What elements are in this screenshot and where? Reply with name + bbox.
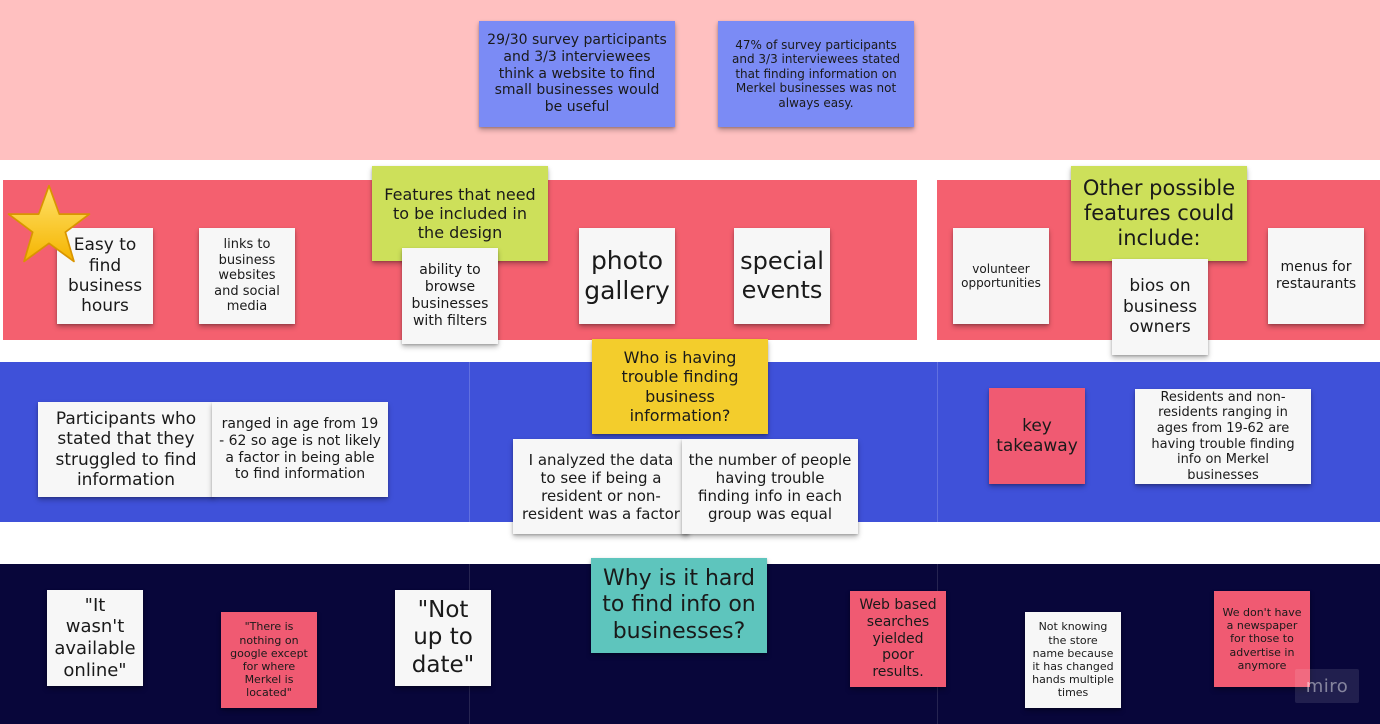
miro-logo: miro bbox=[1295, 669, 1359, 703]
features-header-note[interactable]: Features that need to be included in the… bbox=[372, 166, 548, 261]
sticky-note-bios[interactable]: bios on business owners bbox=[1112, 259, 1208, 355]
sticky-note-photo-gallery[interactable]: photo gallery bbox=[579, 228, 675, 324]
trouble-band-divider-right bbox=[937, 362, 938, 522]
sticky-note-not-up-to-date[interactable]: "Not up to date" bbox=[395, 590, 491, 686]
sticky-note-participants[interactable]: Participants who stated that they strugg… bbox=[38, 402, 214, 497]
sticky-note-analyzed[interactable]: I analyzed the data to see if being a re… bbox=[513, 439, 689, 534]
sticky-note-not-online[interactable]: "It wasn't available online" bbox=[47, 590, 143, 686]
sticky-note-special-events[interactable]: special events bbox=[734, 228, 830, 324]
other-features-header-note[interactable]: Other possible features could include: bbox=[1071, 166, 1247, 261]
sticky-note-not-easy[interactable]: 47% of survey participants and 3/3 inter… bbox=[718, 21, 914, 127]
sticky-note-menus[interactable]: menus for restaurants bbox=[1268, 228, 1364, 324]
sticky-note-key-takeaway[interactable]: key takeaway bbox=[989, 388, 1085, 484]
sticky-note-business-hours[interactable]: Easy to find business hours bbox=[57, 228, 153, 324]
sticky-note-takeaway[interactable]: Residents and non-residents ranging in a… bbox=[1135, 389, 1311, 484]
star-icon bbox=[7, 184, 91, 263]
sticky-note-web-searches[interactable]: Web based searches yielded poor results. bbox=[850, 591, 946, 687]
why-header-note[interactable]: Why is it hard to find info on businesse… bbox=[591, 558, 767, 653]
sticky-note-useful[interactable]: 29/30 survey participants and 3/3 interv… bbox=[479, 21, 675, 127]
trouble-band-divider-left bbox=[469, 362, 470, 522]
sticky-note-volunteer[interactable]: volunteer opportunities bbox=[953, 228, 1049, 324]
sticky-note-links[interactable]: links to business websites and social me… bbox=[199, 228, 295, 324]
sticky-note-filters[interactable]: ability to browse businesses with filter… bbox=[402, 248, 498, 344]
sticky-note-google[interactable]: "There is nothing on google except for w… bbox=[221, 612, 317, 708]
sticky-note-age-range[interactable]: ranged in age from 19 - 62 so age is not… bbox=[212, 402, 388, 497]
sticky-note-newspaper[interactable]: We don't have a newspaper for those to a… bbox=[1214, 591, 1310, 687]
sticky-note-store-name[interactable]: Not knowing the store name because it ha… bbox=[1025, 612, 1121, 708]
trouble-header-note[interactable]: Who is having trouble finding business i… bbox=[592, 339, 768, 434]
top-findings-band bbox=[0, 0, 1380, 160]
sticky-note-equal[interactable]: the number of people having trouble find… bbox=[682, 439, 858, 534]
